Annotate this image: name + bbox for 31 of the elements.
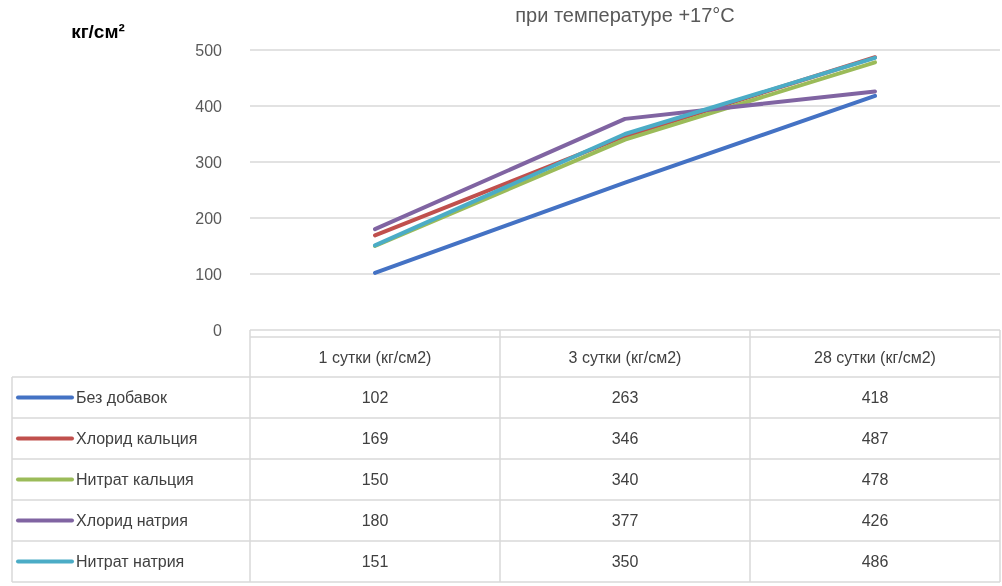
y-tick-label: 300 bbox=[195, 153, 223, 171]
legend-label: Нитрат кальция bbox=[76, 471, 194, 489]
legend-label: Нитрат натрия bbox=[76, 553, 185, 571]
data-label: 263 bbox=[611, 389, 639, 407]
data-label: 150 bbox=[361, 471, 389, 489]
data-label: 346 bbox=[611, 430, 639, 448]
data-label: 418 bbox=[861, 389, 889, 407]
y-axis-title: кг/см² bbox=[71, 21, 125, 42]
legend-label: Хлорид кальция bbox=[76, 430, 198, 448]
y-tick-label: 500 bbox=[195, 41, 223, 59]
y-tick-label: 400 bbox=[195, 97, 223, 115]
chart-title: при температуре +17°С bbox=[515, 4, 735, 26]
x-tick-label: 28 сутки (кг/см2) bbox=[814, 348, 936, 366]
data-label: 180 bbox=[361, 512, 389, 530]
data-label: 350 bbox=[611, 553, 639, 571]
data-label: 478 bbox=[861, 471, 889, 489]
y-tick-label: 100 bbox=[195, 265, 223, 283]
data-label: 426 bbox=[861, 512, 889, 530]
x-tick-label: 1 сутки (кг/см2) bbox=[318, 348, 432, 366]
data-label: 340 bbox=[611, 471, 639, 489]
legend-label: Без добавок bbox=[76, 389, 168, 407]
y-tick-label: 200 bbox=[195, 209, 223, 227]
data-label: 486 bbox=[861, 553, 889, 571]
y-tick-label: 0 bbox=[213, 321, 223, 339]
data-label: 377 bbox=[611, 512, 639, 530]
x-tick-label: 3 сутки (кг/см2) bbox=[568, 348, 682, 366]
data-label: 151 bbox=[361, 553, 389, 571]
data-label: 102 bbox=[361, 389, 389, 407]
legend-label: Хлорид натрия bbox=[76, 512, 188, 530]
data-label: 169 bbox=[361, 430, 389, 448]
data-label: 487 bbox=[861, 430, 889, 448]
